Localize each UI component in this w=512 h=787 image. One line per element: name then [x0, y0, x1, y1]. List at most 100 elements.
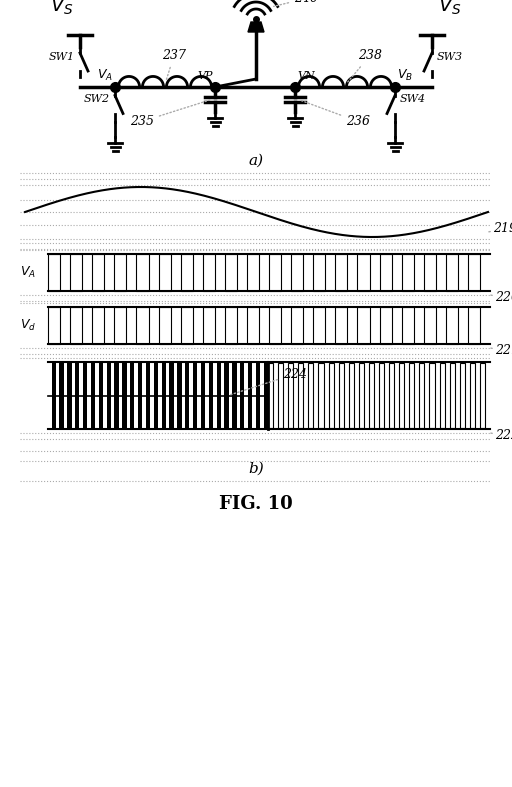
Bar [247, 307, 259, 344]
Text: 235: 235 [130, 100, 210, 128]
Bar [288, 363, 293, 428]
Bar [313, 254, 325, 291]
Bar [291, 307, 303, 344]
Text: $V_A$: $V_A$ [97, 68, 113, 83]
Text: SW3: SW3 [437, 52, 463, 62]
Bar [308, 363, 313, 428]
Bar [72, 363, 75, 428]
Bar [225, 254, 237, 291]
Bar [278, 363, 283, 428]
Text: SW4: SW4 [400, 94, 426, 105]
Bar [48, 362, 268, 429]
Bar [225, 307, 237, 344]
Bar [268, 362, 490, 429]
Bar [63, 363, 67, 428]
Bar [446, 307, 458, 344]
Text: 222: 222 [490, 429, 512, 442]
Bar [244, 363, 248, 428]
Text: 237: 237 [162, 49, 186, 81]
Bar [189, 363, 193, 428]
Bar [329, 363, 334, 428]
Bar [335, 307, 348, 344]
Bar [401, 307, 414, 344]
Bar [298, 363, 303, 428]
Bar [48, 254, 60, 291]
Bar [205, 363, 209, 428]
Bar [247, 254, 259, 291]
Bar [56, 363, 59, 428]
Polygon shape [248, 22, 264, 32]
Bar [269, 254, 281, 291]
Text: $V_S$: $V_S$ [438, 0, 462, 17]
Text: $V_S$: $V_S$ [50, 0, 74, 17]
Bar [197, 363, 201, 428]
Bar [252, 363, 256, 428]
Bar [70, 254, 82, 291]
Bar [135, 363, 138, 428]
Bar [142, 363, 146, 428]
Bar [430, 363, 435, 428]
Bar [480, 363, 485, 428]
Bar [103, 363, 106, 428]
Bar [419, 363, 424, 428]
Bar [237, 363, 240, 428]
Bar [379, 254, 392, 291]
Text: SW1: SW1 [49, 52, 75, 62]
Bar [357, 254, 370, 291]
Bar [335, 254, 348, 291]
Text: a): a) [248, 154, 264, 168]
Bar [401, 254, 414, 291]
Bar [114, 254, 126, 291]
Bar [174, 363, 177, 428]
Bar [203, 254, 215, 291]
Bar [349, 363, 354, 428]
Text: $V_d$: $V_d$ [20, 318, 36, 333]
Bar [389, 363, 394, 428]
Bar [468, 307, 480, 344]
Bar [468, 254, 480, 291]
Bar [181, 307, 193, 344]
Bar [338, 363, 344, 428]
Text: FIG. 10: FIG. 10 [219, 495, 293, 513]
Text: VP: VP [198, 71, 213, 81]
Bar [126, 363, 130, 428]
Text: 240: 240 [274, 0, 318, 6]
Bar [409, 363, 414, 428]
Bar [114, 307, 126, 344]
Bar [229, 363, 232, 428]
Bar [119, 363, 122, 428]
Bar [379, 363, 384, 428]
Bar [357, 307, 370, 344]
Bar [79, 363, 83, 428]
Bar [87, 363, 91, 428]
Bar [92, 307, 104, 344]
Bar [136, 307, 148, 344]
Bar [70, 307, 82, 344]
Bar [213, 363, 217, 428]
Text: $V_B$: $V_B$ [397, 68, 413, 83]
Bar [181, 254, 193, 291]
Bar [268, 363, 273, 428]
Bar [269, 307, 281, 344]
Bar [313, 307, 325, 344]
Text: 238: 238 [348, 49, 382, 82]
Bar [359, 363, 364, 428]
Bar [318, 363, 324, 428]
Text: b): b) [248, 462, 264, 476]
Bar [424, 307, 436, 344]
Text: VN: VN [297, 71, 315, 81]
Text: 224: 224 [230, 368, 307, 394]
Bar [424, 254, 436, 291]
Text: $V_A$: $V_A$ [20, 265, 36, 280]
Bar [470, 363, 475, 428]
Bar [446, 254, 458, 291]
Bar [150, 363, 154, 428]
Bar [48, 307, 60, 344]
Bar [159, 254, 170, 291]
Bar [460, 363, 465, 428]
Text: 219: 219 [488, 222, 512, 235]
Bar [48, 363, 52, 428]
Bar [450, 363, 455, 428]
Bar [159, 307, 170, 344]
Bar [92, 254, 104, 291]
